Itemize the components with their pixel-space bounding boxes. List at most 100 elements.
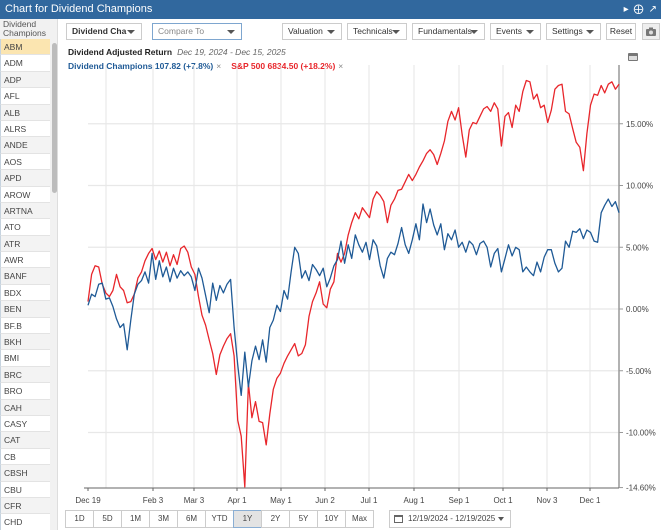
- symbol-list-item[interactable]: ABM: [0, 39, 50, 56]
- y-tick-label: -14.60%: [626, 484, 656, 493]
- symbol-list-item[interactable]: AFL: [0, 88, 50, 105]
- symbol-list-item[interactable]: CASY: [0, 415, 50, 433]
- x-tick-label: Nov 3: [537, 496, 558, 505]
- range-button-2y[interactable]: 2Y: [261, 510, 290, 528]
- menu-label: Fundamentals: [418, 26, 472, 36]
- sidebar-header: Dividend Champions: [0, 19, 57, 39]
- symbol-select[interactable]: Dividend Cha: [66, 23, 142, 40]
- menu-label: Events: [496, 26, 522, 36]
- symbol-list-item[interactable]: BEN: [0, 301, 50, 318]
- menu-label: Valuation: [288, 26, 323, 36]
- symbol-list-item[interactable]: BKH: [0, 334, 50, 351]
- technicals-menu[interactable]: Technicals: [347, 23, 407, 40]
- symbol-list-item[interactable]: CB: [0, 448, 50, 466]
- settings-menu[interactable]: Settings: [546, 23, 601, 40]
- chart-title: Dividend Adjusted Return Dec 19, 2024 - D…: [68, 47, 286, 57]
- remove-series-2-icon[interactable]: ×: [338, 61, 344, 71]
- symbol-list-item[interactable]: BMI: [0, 350, 50, 367]
- chart-date-range: Dec 19, 2024 - Dec 15, 2025: [177, 47, 286, 57]
- fundamentals-menu[interactable]: Fundamentals: [412, 23, 485, 40]
- range-button-5y[interactable]: 5Y: [289, 510, 318, 528]
- camera-icon: [646, 27, 656, 36]
- legend-series-2: S&P 500 6834.50 (+18.2%): [231, 61, 336, 71]
- symbol-list-item[interactable]: CAT: [0, 432, 50, 449]
- sidebar-scrollbar[interactable]: [51, 39, 57, 530]
- date-range-value: 12/19/2024 - 12/19/2025: [408, 514, 496, 523]
- chevron-down-icon: [586, 30, 594, 34]
- symbol-list-item[interactable]: AROW: [0, 186, 50, 203]
- symbol-list-item[interactable]: ALRS: [0, 120, 50, 138]
- window-titlebar: Chart for Dividend Champions ▸ ⨁ ↗: [0, 0, 661, 19]
- reset-button[interactable]: Reset: [606, 23, 636, 40]
- range-button-max[interactable]: Max: [345, 510, 374, 528]
- line-chart[interactable]: 15.00% 10.00% 5.00% 0.00% -5.00% -10.00% -14.6…: [0, 0, 661, 510]
- scrollbar-thumb[interactable]: [52, 43, 57, 193]
- symbol-list-item[interactable]: ADM: [0, 55, 50, 72]
- x-tick-label: May 1: [270, 496, 292, 505]
- calendar-icon: [394, 515, 403, 523]
- chevron-down-icon: [227, 30, 235, 34]
- range-button-10y[interactable]: 10Y: [317, 510, 346, 528]
- symbol-list-item[interactable]: ALB: [0, 104, 50, 121]
- popout-icon[interactable]: ↗: [648, 4, 657, 15]
- x-tick-label: Apr 1: [227, 496, 247, 505]
- range-button-3m[interactable]: 3M: [149, 510, 178, 528]
- compare-placeholder: Compare To: [158, 26, 205, 36]
- range-buttons: 1D 5D 1M 3M 6M YTD 1Y 2Y 5Y 10Y Max: [65, 510, 374, 528]
- symbol-list-item[interactable]: ATO: [0, 219, 50, 236]
- window-title: Chart for Dividend Champions: [5, 3, 153, 15]
- sidebar: Dividend Champions ABM ADM ADP AFL ALB ALRS AN…: [0, 19, 58, 530]
- range-button-ytd[interactable]: YTD: [205, 510, 234, 528]
- symbol-list-item[interactable]: ATR: [0, 235, 50, 253]
- symbol-list-item[interactable]: CFR: [0, 497, 50, 515]
- range-button-1y[interactable]: 1Y: [233, 510, 262, 528]
- range-button-1m[interactable]: 1M: [121, 510, 150, 528]
- symbol-list: ABM ADM ADP AFL ALB ALRS ANDE AOS APD AROW ARTNA AT…: [0, 39, 50, 530]
- chart-legend: Dividend Champions 107.82 (+7.8%) × S&P 50…: [68, 61, 353, 71]
- symbol-list-item[interactable]: CHD: [0, 514, 50, 530]
- symbol-list-item[interactable]: AWR: [0, 252, 50, 269]
- remove-series-1-icon[interactable]: ×: [216, 61, 222, 71]
- range-button-5d[interactable]: 5D: [93, 510, 122, 528]
- x-tick-label: Dec 19: [75, 496, 101, 505]
- symbol-list-item[interactable]: BRC: [0, 366, 50, 384]
- symbol-list-item[interactable]: APD: [0, 170, 50, 187]
- symbol-list-item[interactable]: CBU: [0, 481, 50, 498]
- valuation-menu[interactable]: Valuation: [282, 23, 342, 40]
- chart-title-text: Dividend Adjusted Return: [68, 47, 173, 57]
- camera-button[interactable]: [642, 23, 660, 40]
- y-tick-label: 0.00%: [626, 305, 649, 314]
- symbol-list-item[interactable]: BDX: [0, 284, 50, 302]
- x-tick-label: Aug 1: [404, 496, 425, 505]
- y-tick-label: -10.00%: [626, 429, 656, 438]
- symbol-list-item[interactable]: ADP: [0, 71, 50, 89]
- symbol-list-item[interactable]: CAH: [0, 399, 50, 416]
- compare-input[interactable]: Compare To: [152, 23, 242, 40]
- symbol-list-item[interactable]: BF.B: [0, 317, 50, 335]
- range-button-1d[interactable]: 1D: [65, 510, 94, 528]
- y-tick-label: -5.00%: [626, 367, 651, 376]
- legend-toggle-icon[interactable]: [628, 53, 638, 61]
- symbol-list-item[interactable]: ARTNA: [0, 202, 50, 220]
- series-dividend-champions-line: [87, 198, 620, 397]
- chevron-down-icon: [498, 517, 504, 521]
- menu-label: Settings: [552, 26, 583, 36]
- y-tick-label: 10.00%: [626, 182, 653, 191]
- menu-label: Technicals: [353, 26, 393, 36]
- legend-series-1: Dividend Champions 107.82 (+7.8%): [68, 61, 214, 71]
- x-tick-label: Dec 1: [580, 496, 601, 505]
- symbol-list-item[interactable]: CBSH: [0, 465, 50, 482]
- y-tick-label: 5.00%: [626, 243, 649, 252]
- range-button-6m[interactable]: 6M: [177, 510, 206, 528]
- collapse-icon[interactable]: ⨁: [633, 4, 644, 15]
- symbol-list-item[interactable]: ANDE: [0, 137, 50, 154]
- symbol-list-item[interactable]: AOS: [0, 153, 50, 171]
- events-menu[interactable]: Events: [490, 23, 541, 40]
- chevron-down-icon: [470, 30, 478, 34]
- symbol-list-item[interactable]: BRO: [0, 383, 50, 400]
- x-tick-label: Sep 1: [449, 496, 470, 505]
- date-range-picker[interactable]: 12/19/2024 - 12/19/2025: [389, 510, 511, 528]
- symbol-list-item[interactable]: BANF: [0, 268, 50, 285]
- chevron-down-icon: [127, 30, 135, 34]
- play-icon[interactable]: ▸: [623, 4, 629, 15]
